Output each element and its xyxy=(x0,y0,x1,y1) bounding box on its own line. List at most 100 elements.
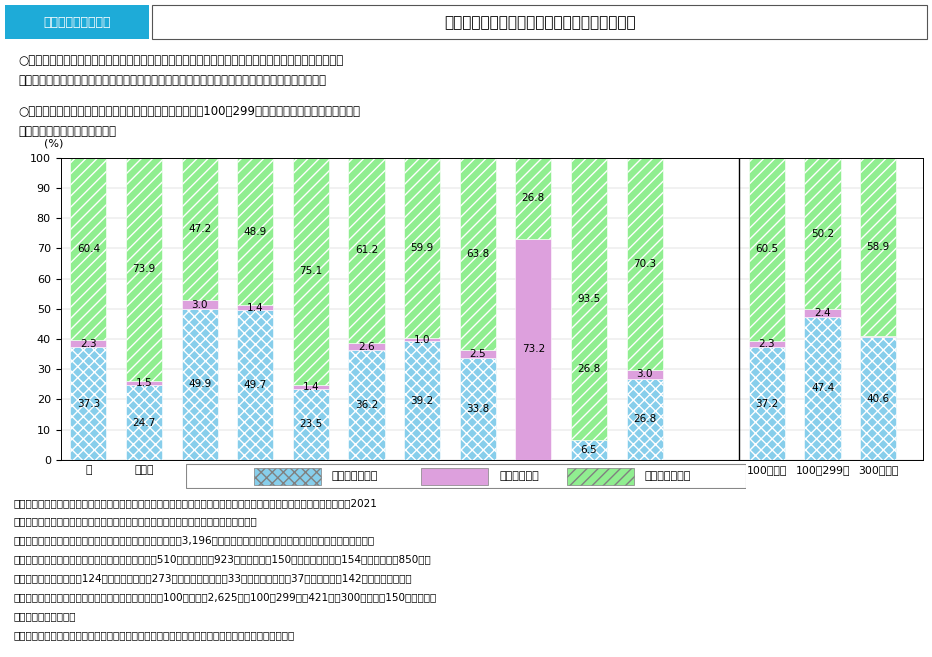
Bar xyxy=(349,158,385,343)
Text: また、企業規模ごとのサンプル数は、100人未満（2,625）、100～299人（421）、300人以上（150）となって: また、企業規模ごとのサンプル数は、100人未満（2,625）、100～299人（… xyxy=(14,592,437,602)
Text: 59.9: 59.9 xyxy=(410,243,433,253)
Bar xyxy=(182,158,218,300)
Bar xyxy=(293,389,329,460)
Text: 現在、申請中: 現在、申請中 xyxy=(500,471,540,482)
Bar xyxy=(515,238,552,460)
Text: 73.2: 73.2 xyxy=(522,344,545,354)
Bar xyxy=(571,158,607,440)
Text: 93.5: 93.5 xyxy=(577,294,600,304)
Text: 3.0: 3.0 xyxy=(637,369,652,379)
Bar xyxy=(349,350,385,460)
Text: 47.4: 47.4 xyxy=(811,383,834,394)
Text: 24.7: 24.7 xyxy=(132,418,156,428)
Text: (%): (%) xyxy=(44,139,63,148)
Bar xyxy=(237,158,273,306)
Text: 申請しなかった: 申請しなかった xyxy=(645,471,692,482)
Text: ○　雇用調整助成金の利用状況を産業別にみると、「飲食・宿泊業」では７割を超える企業で利用され
　　ており、「製造業」「運輸業」「小売業」「卸売業」「サービス業」: ○ 雇用調整助成金の利用状況を産業別にみると、「飲食・宿泊業」では７割を超える企… xyxy=(19,54,344,87)
Text: 39.2: 39.2 xyxy=(410,396,433,405)
Text: 2.3: 2.3 xyxy=(80,339,97,349)
Text: 37.3: 37.3 xyxy=(76,399,100,409)
Bar xyxy=(515,158,552,238)
Text: （注）　１）任意回答としており、無回答を除いたｎ数（3,196）を集計し、復元倍率を用いた補正を行っている。なお、: （注） １）任意回答としており、無回答を除いたｎ数（3,196）を集計し、復元倍… xyxy=(14,535,375,545)
Bar xyxy=(293,384,329,389)
Bar xyxy=(749,158,785,340)
Bar xyxy=(293,158,329,384)
Text: 48.9: 48.9 xyxy=(243,227,267,237)
Bar xyxy=(804,317,841,460)
Text: 23.5: 23.5 xyxy=(299,419,322,430)
Text: 73.9: 73.9 xyxy=(132,264,156,274)
Text: 49.7: 49.7 xyxy=(243,380,267,390)
Text: 50.2: 50.2 xyxy=(811,229,834,238)
Bar xyxy=(749,348,785,460)
Text: 26.8: 26.8 xyxy=(522,193,545,203)
Text: 49.9: 49.9 xyxy=(188,380,212,390)
Bar xyxy=(237,306,273,309)
Bar xyxy=(70,340,106,347)
Text: 資料出所　（独）労働政策研究・研修機構「第３回新型コロナウイルス感染症が企業経営に及ぼす影響に関する調査」（2021: 資料出所 （独）労働政策研究・研修機構「第３回新型コロナウイルス感染症が企業経営… xyxy=(14,498,377,508)
Bar xyxy=(459,350,496,358)
FancyBboxPatch shape xyxy=(152,5,927,39)
Text: 58.9: 58.9 xyxy=(867,242,890,252)
Text: 60.5: 60.5 xyxy=(755,244,778,254)
Text: 2.4: 2.4 xyxy=(815,308,830,318)
Text: 60.4: 60.4 xyxy=(76,244,100,254)
FancyBboxPatch shape xyxy=(567,468,634,485)
Text: 1.5: 1.5 xyxy=(136,378,152,388)
Bar xyxy=(126,158,162,380)
Text: 2.6: 2.6 xyxy=(358,342,375,351)
Bar xyxy=(626,370,663,379)
Text: 年）（一次集計）結果をもとに厚生労働省政策統括官付政策統括室にて作成: 年）（一次集計）結果をもとに厚生労働省政策統括官付政策統括室にて作成 xyxy=(14,516,257,526)
Bar xyxy=(404,158,440,338)
Bar xyxy=(860,158,897,336)
Text: 産業ごとのサンプル数は、建設業（510）、製造業（923）、運輸業（150）、情報通信業（154）、卸売業（850）、: 産業ごとのサンプル数は、建設業（510）、製造業（923）、運輸業（150）、情… xyxy=(14,555,432,564)
Bar xyxy=(626,158,663,370)
FancyBboxPatch shape xyxy=(421,468,488,485)
Bar xyxy=(126,385,162,460)
Text: 47.2: 47.2 xyxy=(188,223,212,234)
Bar xyxy=(70,158,106,340)
Text: 40.6: 40.6 xyxy=(867,394,890,403)
Bar xyxy=(626,379,663,460)
Bar xyxy=(404,342,440,460)
Bar xyxy=(70,347,106,460)
Text: 1.4: 1.4 xyxy=(247,303,264,313)
Text: 3.0: 3.0 xyxy=(191,300,208,309)
Bar xyxy=(237,309,273,460)
Text: 申請し受給した: 申請し受給した xyxy=(332,471,378,482)
Text: いる。: いる。 xyxy=(14,611,76,621)
Text: 1.4: 1.4 xyxy=(303,382,319,392)
Bar xyxy=(749,340,785,348)
Text: ２）当該調査における雇用調整助成金の定義には、緊急雇用安定助成金も含まれている。: ２）当該調査における雇用調整助成金の定義には、緊急雇用安定助成金も含まれている。 xyxy=(14,630,295,640)
Text: 36.2: 36.2 xyxy=(355,400,378,410)
Text: 1.0: 1.0 xyxy=(414,335,431,345)
Bar xyxy=(459,158,496,350)
FancyBboxPatch shape xyxy=(5,5,149,39)
Text: 63.8: 63.8 xyxy=(466,249,489,259)
Bar xyxy=(571,440,607,460)
Text: 37.2: 37.2 xyxy=(755,399,778,409)
Text: 33.8: 33.8 xyxy=(466,404,489,414)
Bar xyxy=(804,158,841,309)
Text: 6.5: 6.5 xyxy=(581,445,597,455)
Bar xyxy=(126,380,162,385)
Text: 26.8: 26.8 xyxy=(633,415,656,424)
Text: 2.5: 2.5 xyxy=(470,349,486,359)
Text: 70.3: 70.3 xyxy=(633,259,656,269)
Text: ○　雇用調整助成金の利用状況を企業規模別にみると、「100～299人」規模の企業で雇用調整助成金
　　の利用割合が比較的高い。: ○ 雇用調整助成金の利用状況を企業規模別にみると、「100～299人」規模の企業… xyxy=(19,105,361,138)
Bar xyxy=(860,337,897,460)
Text: 75.1: 75.1 xyxy=(299,266,322,276)
Bar xyxy=(860,336,897,337)
Text: 第１－（６）－７図: 第１－（６）－７図 xyxy=(43,16,111,29)
FancyBboxPatch shape xyxy=(254,468,321,485)
Bar xyxy=(349,343,385,350)
Text: 2.3: 2.3 xyxy=(759,339,775,349)
Text: 産業別・企業規模別の雇用調整助成金利用状況: 産業別・企業規模別の雇用調整助成金利用状況 xyxy=(444,15,636,30)
Text: 小売業（124）、サービス業（273）、飲食・宿泊業（33）、医療・福祉（37）、その他（142）となっている。: 小売業（124）、サービス業（273）、飲食・宿泊業（33）、医療・福祉（37）… xyxy=(14,573,413,583)
Bar xyxy=(182,300,218,309)
Bar xyxy=(804,309,841,317)
Text: 26.8: 26.8 xyxy=(577,364,600,374)
Bar xyxy=(182,309,218,460)
Bar xyxy=(459,358,496,460)
Bar xyxy=(404,338,440,342)
